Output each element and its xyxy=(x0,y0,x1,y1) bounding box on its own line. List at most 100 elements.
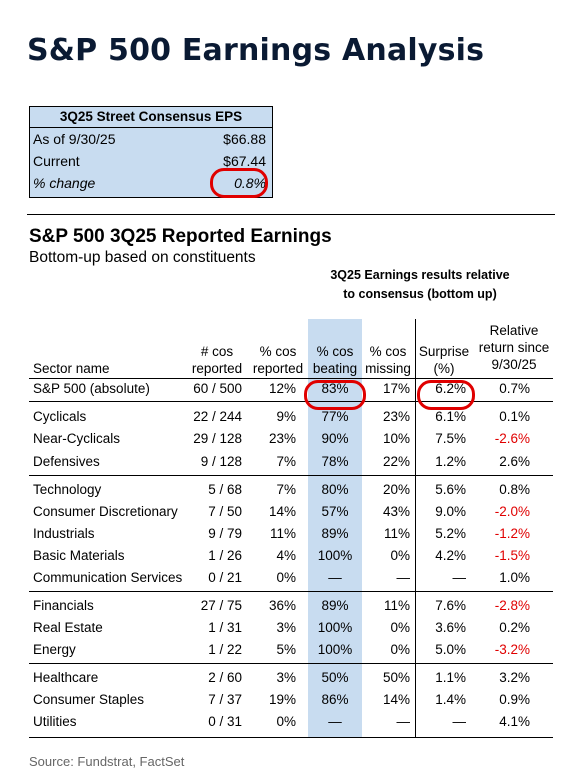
highlight-oval xyxy=(210,168,268,198)
highlight-oval xyxy=(304,380,366,410)
cell-missing: 11% xyxy=(383,598,410,613)
row-divider xyxy=(29,475,553,476)
cell-pct-reported: 12% xyxy=(268,381,296,396)
page-title: S&P 500 Earnings Analysis xyxy=(27,33,485,68)
consensus-eps-box: 3Q25 Street Consensus EPS As of 9/30/25 … xyxy=(29,106,273,198)
cell-missing: 0% xyxy=(390,642,410,657)
header-line: beating xyxy=(312,361,358,376)
consensus-label: % change xyxy=(33,175,96,191)
cell-sector: Cyclicals xyxy=(33,409,87,424)
row-divider xyxy=(29,663,553,664)
header-line: % cos xyxy=(259,344,297,359)
cell-pct-reported: 4% xyxy=(276,548,296,563)
row-divider xyxy=(29,737,553,738)
cell-pct-reported: 36% xyxy=(268,598,296,613)
cell-reported: 5 / 68 xyxy=(208,482,242,497)
cell-relative: -2.6% xyxy=(494,431,530,446)
source-note: Source: Fundstrat, FactSet xyxy=(29,754,185,769)
section-divider xyxy=(27,214,555,215)
consensus-box-header: 3Q25 Street Consensus EPS xyxy=(30,107,272,128)
consensus-row-current: Current $67.44 xyxy=(30,150,272,172)
cell-beating: 77% xyxy=(321,409,349,424)
cell-relative: 0.2% xyxy=(499,620,530,635)
cell-sector: Real Estate xyxy=(33,620,103,635)
cell-surprise: 6.1% xyxy=(435,409,466,424)
cell-sector: Healthcare xyxy=(33,670,99,685)
cell-relative: 0.9% xyxy=(499,692,530,707)
cell-relative: 3.2% xyxy=(499,670,530,685)
cell-missing: 14% xyxy=(382,692,410,707)
cell-missing: 43% xyxy=(382,504,410,519)
cell-pct-reported: 0% xyxy=(276,570,296,585)
row-divider xyxy=(29,378,553,379)
cell-pct-reported: 14% xyxy=(268,504,296,519)
cell-sector: S&P 500 (absolute) xyxy=(33,381,150,396)
cell-pct-reported: 7% xyxy=(276,454,296,469)
cell-sector: Energy xyxy=(33,642,76,657)
cell-pct-reported: 7% xyxy=(276,482,296,497)
cell-missing: 23% xyxy=(382,409,410,424)
consensus-label: Current xyxy=(33,153,80,169)
cell-pct-reported: 5% xyxy=(276,642,296,657)
row-divider xyxy=(29,401,553,402)
cell-surprise: 3.6% xyxy=(435,620,466,635)
cell-relative: -1.5% xyxy=(494,548,530,563)
header-pct-reported: % cos reported xyxy=(252,343,304,377)
cell-sector: Industrials xyxy=(33,526,95,541)
cell-reported: 22 / 244 xyxy=(193,409,242,424)
cell-surprise: 5.0% xyxy=(435,642,466,657)
consensus-row-asof: As of 9/30/25 $66.88 xyxy=(30,128,272,150)
cell-missing: 0% xyxy=(390,548,410,563)
column-divider xyxy=(415,319,416,737)
header-line: % cos xyxy=(316,344,354,359)
cell-relative: 0.1% xyxy=(499,409,530,424)
cell-missing: 0% xyxy=(390,620,410,635)
header-line: % cos xyxy=(369,344,407,359)
cell-reported: 7 / 37 xyxy=(208,692,242,707)
cell-missing: 20% xyxy=(382,482,410,497)
cell-reported: 1 / 31 xyxy=(208,620,242,635)
cell-missing: 11% xyxy=(383,526,410,541)
header-line: Surprise xyxy=(418,344,470,359)
cell-reported: 29 / 128 xyxy=(193,431,242,446)
cell-surprise: — xyxy=(452,714,467,729)
cell-reported: 2 / 60 xyxy=(208,670,242,685)
row-divider xyxy=(29,591,553,592)
cell-relative: 4.1% xyxy=(499,714,530,729)
group-header-line1: 3Q25 Earnings results relative xyxy=(330,268,510,282)
cell-relative: 0.7% xyxy=(499,381,530,396)
cell-relative: -1.2% xyxy=(494,526,530,541)
cell-surprise: 7.5% xyxy=(435,431,466,446)
cell-missing: 22% xyxy=(382,454,410,469)
cell-pct-reported: 0% xyxy=(276,714,296,729)
cell-relative: -3.2% xyxy=(494,642,530,657)
cell-surprise: 4.2% xyxy=(435,548,466,563)
consensus-label: As of 9/30/25 xyxy=(33,131,116,147)
header-relative-return: Relative return since 9/30/25 xyxy=(476,322,552,373)
header-line: (%) xyxy=(433,361,455,376)
cell-reported: 9 / 128 xyxy=(200,454,242,469)
section-subtitle: Bottom-up based on constituents xyxy=(29,249,256,266)
cell-reported: 27 / 75 xyxy=(200,598,242,613)
cell-beating: 89% xyxy=(321,526,349,541)
cell-sector: Defensives xyxy=(33,454,100,469)
header-line: # cos xyxy=(200,344,234,359)
cell-surprise: 1.1% xyxy=(435,670,466,685)
cell-surprise: 6.2% xyxy=(435,381,466,396)
header-line: missing xyxy=(365,361,411,376)
header-surprise: Surprise (%) xyxy=(414,343,474,377)
cell-surprise: 5.2% xyxy=(435,526,466,541)
cell-missing: 17% xyxy=(382,381,410,396)
header-line: reported xyxy=(252,361,304,376)
cell-sector: Technology xyxy=(33,482,102,497)
cell-reported: 1 / 26 xyxy=(208,548,242,563)
cell-reported: 60 / 500 xyxy=(193,381,242,396)
header-line: Relative xyxy=(489,323,539,338)
cell-surprise: 1.4% xyxy=(435,692,466,707)
cell-beating: 100% xyxy=(317,548,353,563)
cell-pct-reported: 9% xyxy=(276,409,296,424)
cell-missing: 50% xyxy=(382,670,410,685)
cell-beating: 78% xyxy=(321,454,349,469)
cell-beating: 83% xyxy=(321,381,349,396)
group-header-line2: to consensus (bottom up) xyxy=(343,287,497,301)
